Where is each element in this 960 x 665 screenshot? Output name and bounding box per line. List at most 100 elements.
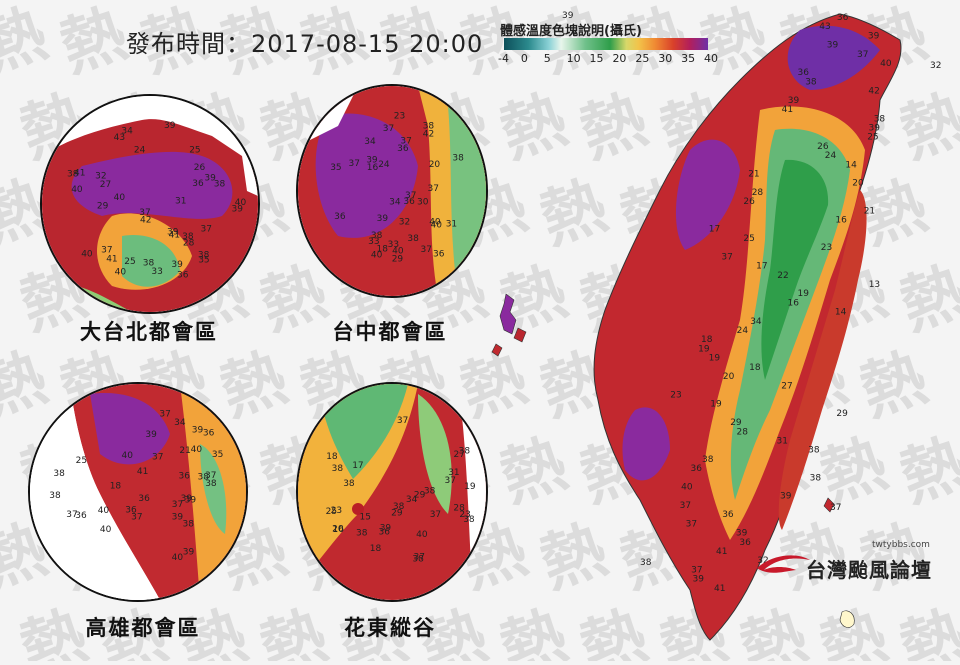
temperature-value: 39 [868,31,880,41]
temperature-value: 18 [370,544,382,554]
temperature-value: 25 [189,146,200,156]
temperature-value: 34 [364,137,376,147]
temperature-value: 43 [114,133,125,143]
kaohsiung-heat-map [30,384,246,600]
temperature-value: 37 [721,252,732,262]
temperature-value: 38 [810,473,822,483]
logo: twtybbs.com 台灣颱風論壇 [752,540,952,582]
kaohsiung-value-labels: 3938404037413937384036373940373836343825… [49,410,223,563]
temperature-value: 37 [445,476,456,486]
temperature-value: 40 [681,483,693,493]
temperature-value: 38 [874,114,886,124]
temperature-value: 39 [192,425,204,435]
temperature-value: 36 [179,472,191,482]
temperature-value: 26 [194,163,206,173]
temperature-value: 41 [782,105,793,115]
temperature-value: 36 [75,511,87,521]
temperature-value: 38 [214,179,226,189]
temperature-value: 37 [421,245,432,255]
legend-tick: 25 [635,52,650,65]
temperature-value: 35 [198,255,209,265]
temperature-value: 35 [330,163,341,173]
panel-label-huadong: 花東縱谷 [344,616,436,640]
temperature-value: 39 [788,96,800,106]
temperature-value: 38 [205,479,217,489]
temperature-value: 36 [433,250,445,260]
temperature-value: 35 [212,450,223,460]
temperature-value: 34 [389,198,401,208]
temperature-value: 40 [416,530,428,540]
temperature-value: 40 [191,445,203,455]
temperature-value: 31 [446,219,457,229]
temperature-value: 37 [201,225,212,235]
legend-tick: 5 [543,52,551,65]
legend-tick: 20 [612,52,627,65]
temperature-value: 36 [192,179,204,189]
temperature-value: 21 [179,446,190,456]
temperature-value: 34 [174,418,186,428]
temperature-value: 40 [429,217,441,227]
temperature-value: 24 [737,326,749,336]
temperature-value: 39 [736,529,748,539]
temperature-value: 27 [100,180,111,190]
temperature-value: 37 [405,191,416,201]
temperature-value: 37 [691,565,702,575]
temperature-value: 37 [152,453,163,463]
temperature-value: 39 [232,204,244,214]
temperature-value: 38 [808,446,820,456]
temperature-value: 36 [379,528,391,538]
temperature-value: 41 [137,467,148,477]
temperature-value: 38 [640,558,652,568]
temperature-value: 23 [670,391,681,401]
temperature-value: 38 [198,251,210,261]
temperature-value: 31 [448,468,459,478]
temperature-value: 37 [101,246,112,256]
panel-huadong-map: 17 16 18 18 23 19 15 37 29 28 29 25 20 31 37 34 27 38 23 38… [296,382,488,602]
temperature-value: 32 [399,217,410,227]
temperature-value: 23 [331,506,342,516]
panel-taichung-map: 31 37 32 37 38 36 33 16 18 23 37 39 40 36 34 29 30 40 42 24… [296,84,488,298]
temperature-value: 38 [459,447,471,457]
temperature-value: 39 [780,492,792,502]
temperature-legend: 體感溫度色塊說明(攝氏) -4 0 5 10 15 20 25 30 35 40 [498,20,718,70]
temperature-value: 19 [698,344,710,354]
temperature-value: 36 [722,510,734,520]
huadong-heat-map [298,384,486,600]
temperature-value: 38 [343,479,355,489]
temperature-value: 30 [417,198,429,208]
legend-tick: 30 [658,52,673,65]
temperature-value: 36 [138,494,150,504]
temperature-value: 23 [459,510,470,520]
temperature-value: 37 [414,553,425,563]
temperature-value: 26 [817,142,829,152]
temperature-value: 33 [368,237,379,247]
temperature-value: 28 [737,427,749,437]
temperature-value: 41 [716,547,727,557]
temperature-value: 39 [204,173,216,183]
logo-url: twtybbs.com [872,540,930,550]
temperature-value: 28 [183,239,195,249]
legend-tick: 35 [681,52,696,65]
temperature-value: 39 [380,523,392,533]
temperature-value: 38 [805,77,817,87]
legend-tick: 15 [589,52,604,65]
temperature-value: 37 [205,471,216,481]
temperature-value: 25 [76,456,87,466]
temperature-value: 15 [360,513,371,523]
temperature-value: 38 [702,455,714,465]
temperature-value: 14 [845,160,857,170]
temperature-value: 38 [356,529,368,539]
temperature-value: 28 [752,188,764,198]
temperature-value: 37 [383,124,394,134]
temperature-value: 29 [836,409,848,419]
temperature-value: 37 [428,184,439,194]
temperature-value: 38 [412,555,424,565]
temperature-value: 29 [414,490,426,500]
issue-time: 發布時間：2017-08-15 20:00 [126,30,484,58]
temperature-value: 39 [164,121,176,131]
panel-kaohsiung-map: 39 38 40 40 37 41 39 37 38 40 36 37 39 40 37 38 36 34 38 25… [28,382,248,602]
temperature-value: 36 [403,197,415,207]
temperature-value: 37 [857,50,868,60]
temperature-value: 19 [710,400,722,410]
